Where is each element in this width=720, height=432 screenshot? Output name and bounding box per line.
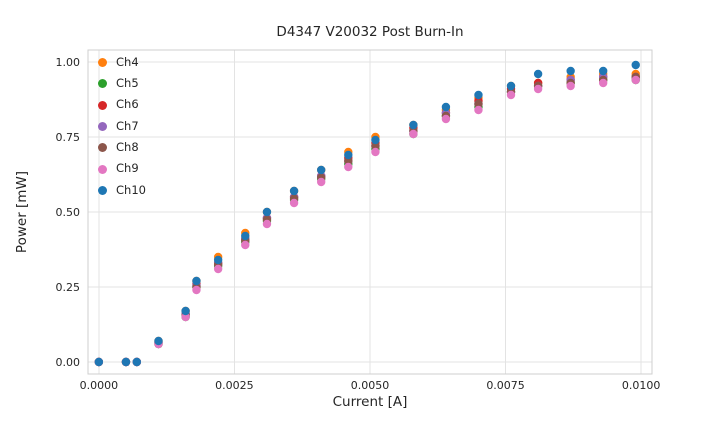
chart-title: D4347 V20032 Post Burn-In [276,24,464,40]
x-axis-label: Current [A] [332,394,408,410]
legend-item-ch6: Ch6 [98,95,146,116]
data-point-ch10 [371,135,380,145]
data-point-ch9 [213,264,223,274]
data-point-ch10 [181,306,190,316]
data-point-ch9 [181,312,190,322]
data-point-ch9 [344,162,353,172]
data-point-ch10 [132,357,142,367]
legend-item-ch9: Ch9 [98,158,146,179]
data-point-ch9 [533,84,543,94]
data-point-ch10 [94,357,104,367]
legend-swatch-icon [98,100,107,110]
legend-item-ch8: Ch8 [98,137,146,158]
data-point-ch9 [241,240,250,250]
data-point-ch10 [598,66,608,76]
data-point-ch10 [213,255,223,265]
data-point-ch10 [506,81,516,91]
legend-label: Ch4 [116,54,139,69]
legend-label: Ch7 [116,118,139,133]
data-point-ch9 [474,105,483,115]
data-point-ch10 [474,90,483,100]
legend-swatch-icon [98,122,107,132]
data-point-ch8 [344,156,353,166]
data-point-ch9 [409,129,418,139]
legend-item-ch7: Ch7 [98,116,146,137]
plot-border [87,49,653,375]
y-tick-label: 1.00 [56,56,81,69]
data-point-ch10 [409,120,418,130]
data-point-ch10 [566,66,575,76]
data-point-ch9 [566,81,575,91]
data-point-ch9 [192,285,201,295]
legend-label: Ch9 [116,161,139,176]
data-point-ch10 [441,102,451,112]
y-tick-label: 0.75 [56,131,81,144]
data-point-ch10 [154,336,163,346]
data-point-ch10 [192,276,201,286]
x-tick-label: 0.0050 [351,379,390,392]
legend-label: Ch5 [116,76,139,91]
data-point-ch10 [121,357,131,367]
data-point-ch9 [289,198,299,208]
legend: Ch4 Ch5 Ch6 Ch7 Ch8 Ch9 Ch10 [98,52,146,201]
legend-item-ch5: Ch5 [98,73,146,94]
data-point-ch10 [289,186,299,196]
legend-swatch-icon [98,143,107,153]
data-point-ch9 [598,78,608,88]
data-point-ch9 [631,75,640,85]
data-point-ch9 [441,114,451,124]
data-point-ch8 [371,141,380,151]
data-point-ch10 [316,165,326,175]
y-axis-label: Power [mW] [14,170,30,254]
y-tick-label: 0.00 [56,356,81,369]
data-point-ch9 [506,90,516,100]
x-tick-label: 0.0100 [622,379,661,392]
data-point-ch9 [316,177,326,187]
legend-item-ch10: Ch10 [98,180,146,201]
data-point-ch10 [533,69,543,79]
y-tick-label: 0.50 [56,206,81,219]
legend-label: Ch10 [116,182,146,197]
legend-label: Ch6 [116,97,139,112]
legend-swatch-icon [98,164,107,174]
data-point-ch9 [262,219,272,229]
legend-item-ch4: Ch4 [98,52,146,73]
data-point-ch10 [631,60,640,70]
x-tick-label: 0.0000 [80,379,119,392]
data-point-ch10 [241,231,250,241]
data-point-ch8 [474,99,483,109]
data-point-ch9 [371,147,380,157]
legend-swatch-icon [98,79,107,89]
legend-swatch-icon [98,58,107,68]
legend-label: Ch8 [116,140,139,155]
x-tick-label: 0.0025 [215,379,254,392]
data-point-ch10 [262,207,272,217]
x-tick-label: 0.0075 [486,379,525,392]
legend-swatch-icon [98,185,107,195]
data-point-ch10 [344,150,353,160]
y-tick-label: 0.25 [56,281,81,294]
